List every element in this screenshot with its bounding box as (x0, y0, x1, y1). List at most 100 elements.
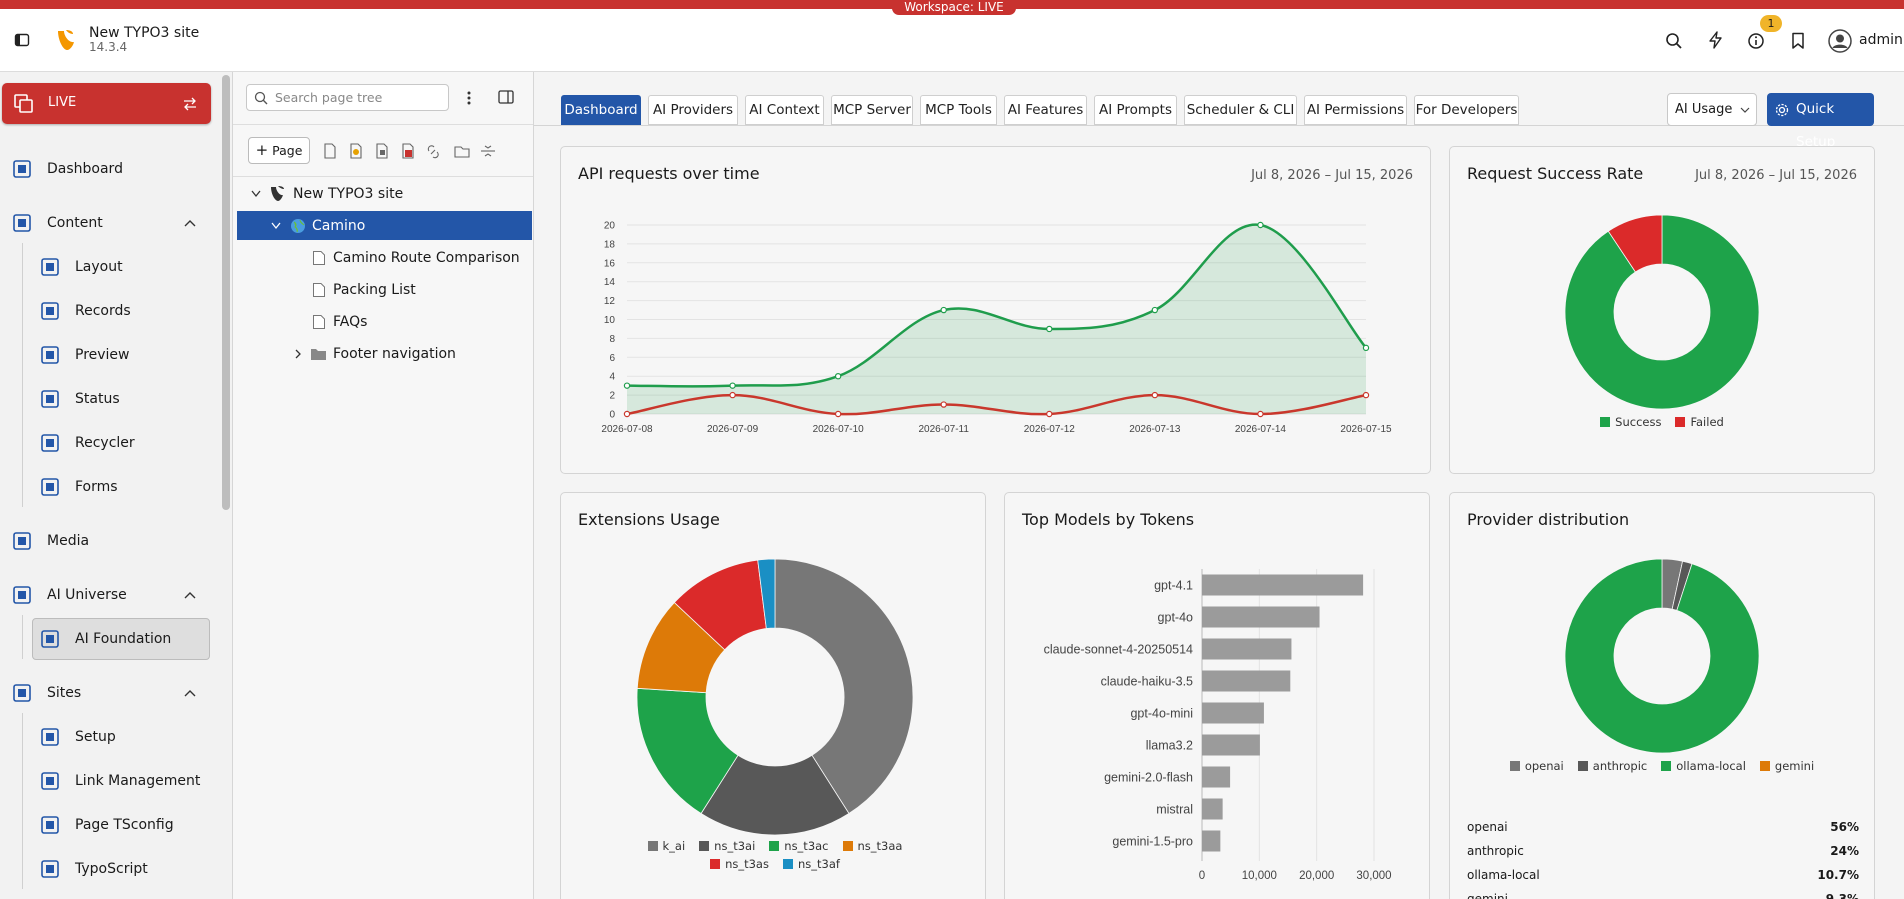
module-group[interactable]: Media (47, 533, 90, 549)
y-tick-label: mistral (1156, 803, 1193, 817)
tree-menu[interactable] (466, 90, 472, 106)
module-item[interactable]: Page TSconfig (75, 817, 174, 833)
module-item[interactable]: Status (75, 391, 120, 407)
tab[interactable]: AI Prompts (1094, 95, 1177, 125)
provider-table: openai 56% anthropic 24% ollama-local 10.7% ge… (1450, 493, 1874, 899)
icon-shape (13, 532, 31, 550)
tab[interactable]: For Developers (1414, 95, 1519, 125)
new-page-button[interactable]: + Page (248, 137, 310, 164)
module-group[interactable]: AI Universe (47, 587, 127, 603)
search-icon[interactable] (1665, 32, 1683, 50)
legend-item: ns_t3af (782, 857, 840, 871)
scrollbar[interactable] (222, 75, 230, 510)
module-item[interactable]: TypoScript (75, 861, 148, 877)
expand-toggle[interactable] (270, 221, 282, 231)
avatar[interactable] (1828, 29, 1852, 53)
tab[interactable]: AI Context (745, 95, 824, 125)
legend-item: Success (1600, 415, 1661, 429)
sidebar-toggle[interactable] (14, 32, 30, 48)
legend-swatch (1600, 417, 1611, 427)
module-icon (41, 434, 59, 452)
legend-swatch (699, 841, 710, 851)
legend-item: gemini (1759, 759, 1814, 773)
collapse-tree[interactable] (498, 90, 514, 104)
x-tick-label: 2026-07-13 (1129, 424, 1181, 435)
tab[interactable]: AI Providers (648, 95, 738, 125)
module-item[interactable]: Layout (75, 259, 123, 275)
tab[interactable]: AI Features (1004, 95, 1087, 125)
module-group[interactable]: Sites (47, 685, 82, 701)
module-item[interactable]: Link Management (75, 773, 201, 789)
module-item[interactable]: Forms (75, 479, 118, 495)
bar (1202, 798, 1223, 820)
point (1362, 391, 1370, 399)
bolt-icon[interactable] (1707, 31, 1725, 49)
legend-item: openai (1509, 759, 1564, 773)
x-tick-label: 2026-07-12 (1024, 424, 1076, 435)
point (1151, 391, 1159, 399)
point (623, 382, 631, 389)
chart-subtitle: Jul 8, 2026 – Jul 15, 2026 (1251, 168, 1413, 183)
module-item[interactable]: Setup (75, 729, 116, 745)
icon-shape (46, 263, 54, 271)
bar (1202, 734, 1260, 756)
module-icon (41, 258, 59, 276)
tab[interactable]: Scheduler & CLI (1184, 95, 1297, 125)
module-group[interactable]: Content (47, 215, 103, 231)
ai-usage-select[interactable]: AI Usage (1667, 93, 1757, 126)
notification-badge: 1 (1760, 15, 1782, 32)
module-item[interactable]: AI Foundation (75, 631, 172, 647)
typo3-logo[interactable] (54, 28, 76, 52)
module-item[interactable]: Recycler (75, 435, 135, 451)
x-tick-label: 2026-07-09 (707, 424, 759, 435)
y-tick-label: 14 (604, 277, 616, 288)
tree-node[interactable]: Packing List (333, 282, 416, 298)
chevron (184, 690, 196, 697)
icon-shape (41, 346, 59, 364)
bar (1202, 702, 1264, 724)
quick-setup-button[interactable]: Quick Setup (1767, 93, 1874, 150)
y-tick-label: 8 (609, 334, 615, 345)
site-name[interactable]: New TYPO3 site (89, 25, 200, 41)
tree-node[interactable]: Footer navigation (333, 346, 456, 362)
icon-shape (13, 684, 31, 702)
info-icon[interactable] (1747, 32, 1765, 50)
tree-node[interactable]: FAQs (333, 314, 368, 330)
tab[interactable]: MCP Server (831, 95, 913, 125)
chart (1564, 558, 1760, 754)
tree-node[interactable]: Camino (312, 218, 366, 234)
chevron (1740, 107, 1750, 113)
icon-shape (41, 728, 59, 746)
bookmark-icon[interactable] (1790, 32, 1806, 50)
legend-swatch (710, 859, 721, 869)
tree-node[interactable]: New TYPO3 site (293, 186, 404, 202)
doktype-icons[interactable] (323, 142, 523, 160)
chart-subtitle: Jul 8, 2026 – Jul 15, 2026 (1695, 168, 1857, 183)
tab[interactable]: Dashboard (561, 95, 641, 125)
expand-toggle[interactable] (250, 189, 262, 199)
y-tick-label: gpt-4o-mini (1130, 707, 1193, 721)
y-tick-label: 4 (609, 372, 615, 383)
tree-node[interactable]: Camino Route Comparison (333, 250, 520, 266)
tab[interactable]: AI Permissions (1304, 95, 1407, 125)
search-input[interactable]: Search page tree (246, 84, 449, 111)
tab[interactable]: MCP Tools (920, 95, 997, 125)
module-group[interactable]: Dashboard (47, 161, 123, 177)
y-tick-label: gemini-2.0-flash (1104, 771, 1193, 785)
icon-shape (41, 434, 59, 452)
module-item[interactable]: Records (75, 303, 131, 319)
chart-title: API requests over time (578, 164, 760, 183)
icon-shape (41, 630, 59, 648)
top-bar: Workspace: LIVE New TYPO3 site 14.3.4 1 … (0, 0, 1904, 72)
y-tick-label: llama3.2 (1146, 739, 1193, 753)
module-item[interactable]: Preview (75, 347, 130, 363)
chart-title: Request Success Rate (1467, 164, 1644, 183)
point (623, 410, 631, 418)
expand-toggle[interactable] (293, 348, 303, 360)
live-workspace-button[interactable]: LIVE (2, 83, 211, 124)
separator (233, 176, 533, 177)
search-icon (254, 91, 268, 105)
bar (1202, 606, 1320, 628)
user-name[interactable]: admin (1859, 32, 1903, 48)
point (1151, 306, 1159, 314)
